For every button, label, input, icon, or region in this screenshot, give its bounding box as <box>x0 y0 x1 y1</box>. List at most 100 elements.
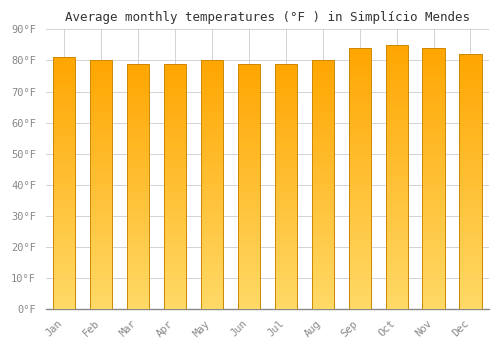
Bar <box>164 140 186 143</box>
Bar <box>348 198 370 201</box>
Bar <box>164 180 186 183</box>
Bar <box>386 194 407 197</box>
Bar <box>312 228 334 231</box>
Bar <box>238 257 260 260</box>
Bar <box>460 245 481 248</box>
Bar <box>422 185 444 188</box>
Bar <box>201 234 223 237</box>
Bar <box>386 296 407 299</box>
Bar <box>90 206 112 210</box>
Bar <box>386 124 407 127</box>
Bar <box>422 270 444 273</box>
Bar <box>386 246 407 250</box>
Bar <box>274 113 297 116</box>
Bar <box>460 70 481 74</box>
Bar <box>422 283 444 286</box>
Bar <box>90 70 112 73</box>
Bar <box>238 235 260 238</box>
Bar <box>53 117 76 120</box>
Bar <box>238 294 260 296</box>
Bar <box>238 290 260 294</box>
Bar <box>274 284 297 287</box>
Bar <box>164 211 186 214</box>
Bar <box>164 159 186 162</box>
Bar <box>53 61 76 64</box>
Bar <box>460 287 481 290</box>
Bar <box>422 68 444 71</box>
Bar <box>127 232 149 235</box>
Bar <box>127 223 149 226</box>
Bar <box>312 188 334 191</box>
Bar <box>312 219 334 222</box>
Bar <box>127 290 149 294</box>
Bar <box>90 212 112 216</box>
Bar <box>53 246 76 249</box>
Bar <box>201 262 223 265</box>
Bar <box>53 218 76 221</box>
Bar <box>238 110 260 113</box>
Bar <box>312 160 334 163</box>
Bar <box>127 254 149 257</box>
Bar <box>201 73 223 76</box>
Bar <box>386 226 407 230</box>
Bar <box>348 87 370 90</box>
Bar <box>274 82 297 85</box>
Bar <box>274 122 297 125</box>
Bar <box>90 89 112 92</box>
Bar <box>53 95 76 98</box>
Bar <box>274 205 297 208</box>
Bar <box>312 200 334 203</box>
Bar <box>238 202 260 205</box>
Bar <box>90 281 112 284</box>
Bar <box>312 225 334 228</box>
Bar <box>348 61 370 64</box>
Bar <box>386 144 407 147</box>
Bar <box>312 237 334 240</box>
Bar <box>274 140 297 143</box>
Bar <box>422 142 444 146</box>
Bar <box>90 94 112 98</box>
Bar <box>460 124 481 127</box>
Bar <box>460 86 481 89</box>
Bar <box>164 122 186 125</box>
Bar <box>238 232 260 235</box>
Bar <box>127 229 149 232</box>
Bar <box>238 269 260 272</box>
Bar <box>53 164 76 167</box>
Bar <box>127 159 149 162</box>
Bar <box>274 202 297 205</box>
Bar <box>460 172 481 175</box>
Bar <box>422 234 444 237</box>
Bar <box>348 191 370 195</box>
Bar <box>90 67 112 70</box>
Bar <box>90 203 112 206</box>
Bar <box>238 168 260 171</box>
Bar <box>53 259 76 262</box>
Bar <box>274 238 297 242</box>
Bar <box>127 260 149 263</box>
Bar <box>348 204 370 208</box>
Bar <box>164 300 186 303</box>
Bar <box>422 182 444 185</box>
Bar <box>201 293 223 296</box>
Bar <box>460 229 481 232</box>
Bar <box>127 208 149 211</box>
Bar <box>164 162 186 165</box>
Bar <box>422 204 444 208</box>
Bar <box>460 67 481 70</box>
Bar <box>53 105 76 108</box>
Bar <box>201 256 223 259</box>
Bar <box>348 270 370 273</box>
Bar <box>164 149 186 153</box>
Bar <box>127 294 149 296</box>
Bar <box>274 116 297 119</box>
Bar <box>201 222 223 225</box>
Bar <box>348 133 370 136</box>
Bar <box>274 290 297 294</box>
Bar <box>312 92 334 94</box>
Bar <box>422 286 444 289</box>
Bar <box>238 247 260 251</box>
Bar <box>312 113 334 116</box>
Bar <box>127 137 149 140</box>
Bar <box>164 64 186 309</box>
